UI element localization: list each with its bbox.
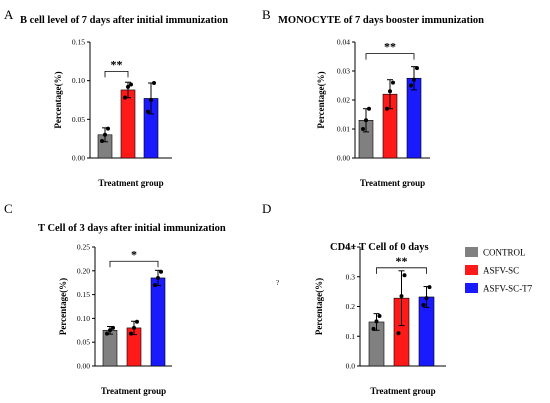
data-point — [152, 80, 156, 85]
y-axis-label: Percentage(%) — [53, 71, 63, 128]
legend-swatch — [465, 247, 478, 257]
y-tick-label: 0.2 — [346, 302, 356, 311]
chart-title: MONOCYTE of 7 days booster immunization — [278, 15, 484, 26]
x-axis-label: Treatment group — [370, 386, 435, 396]
chart-title: CD4+ T Cell of 0 days — [330, 242, 429, 253]
data-point — [367, 106, 371, 111]
legend: CONTROL ASFV-SC ASFV-SC-T7 — [465, 247, 533, 294]
data-point — [412, 77, 416, 82]
data-point — [371, 326, 376, 331]
significance-label: * — [131, 247, 137, 261]
panel-d: D CD4+ T Cell of 0 days 0.0 0.1 0.2 0.3 0.4 Per… — [262, 201, 446, 396]
significance-bracket — [365, 53, 415, 60]
significance-bracket — [376, 267, 427, 274]
y-axis-label: Percentage(%) — [316, 71, 326, 128]
data-point — [421, 303, 426, 308]
panel-letter: B — [262, 7, 271, 22]
y-tick-label: 0.00 — [72, 154, 85, 163]
y-tick-label: 0.10 — [72, 76, 85, 85]
data-point — [377, 314, 382, 319]
bar-asfv-sc-t7 — [150, 277, 166, 367]
panel-c: C T Cell of 3 days after initial immuniza… — [4, 201, 226, 396]
y-axis-label: Percentage(%) — [314, 278, 324, 335]
bar-control — [102, 329, 118, 367]
panel-a: A B cell level of 7 days after initial im… — [4, 7, 228, 188]
data-point — [123, 95, 127, 100]
y-tick-label: 0.15 — [77, 290, 90, 299]
y-axis-label: Percentage(%) — [58, 278, 68, 335]
y-tick-label: 0.04 — [337, 38, 350, 47]
chart-title: B cell level of 7 days after initial imm… — [20, 15, 228, 26]
legend-swatch — [465, 283, 478, 293]
panel-letter: C — [4, 201, 13, 216]
x-axis-label: Treatment group — [101, 386, 166, 396]
data-point — [129, 331, 133, 336]
data-point — [135, 319, 139, 324]
data-point — [105, 331, 109, 336]
legend-label: CONTROL — [483, 248, 526, 258]
panel-letter: D — [262, 201, 271, 216]
y-tick-label: 0.20 — [77, 266, 90, 275]
data-point — [385, 106, 389, 111]
panels: A B cell level of 7 days after initial im… — [4, 7, 484, 396]
data-point — [153, 283, 157, 288]
data-point — [106, 126, 110, 131]
data-point — [399, 294, 404, 299]
data-point — [132, 325, 136, 330]
y-tick-label: 0.02 — [337, 96, 350, 105]
data-point — [409, 83, 413, 88]
significance-bracket — [104, 70, 129, 78]
y-tick-label: 0.00 — [337, 154, 350, 163]
data-point — [103, 132, 107, 137]
legend-label: ASFV-SC — [483, 266, 519, 276]
significance-bracket — [109, 260, 159, 268]
data-point — [415, 66, 419, 71]
y-tick-label: 0.25 — [77, 243, 90, 252]
x-axis-label: Treatment group — [98, 178, 163, 188]
data-point — [424, 296, 429, 301]
chart-title: T Cell of 3 days after initial immunizat… — [38, 223, 226, 234]
y-tick-label: 0.0 — [346, 362, 356, 371]
data-point — [396, 331, 401, 336]
y-tick-label: 0.05 — [72, 115, 85, 124]
data-point — [374, 319, 379, 324]
data-point — [402, 273, 407, 278]
y-tick-label: 0.4 — [346, 243, 356, 252]
significance-label: ** — [111, 57, 123, 71]
panel-letter: A — [4, 7, 14, 22]
y-tick-label: 0.05 — [77, 338, 90, 347]
y-tick-label: 0.03 — [337, 67, 350, 76]
data-point — [129, 82, 133, 87]
bar-asfv-sc — [120, 89, 136, 159]
significance-label: ** — [396, 254, 408, 268]
stray-mark: ? — [276, 279, 279, 287]
legend-swatch — [465, 265, 478, 275]
data-point — [149, 98, 153, 102]
data-point — [361, 127, 365, 131]
y-tick-label: 0.15 — [72, 38, 85, 47]
y-tick-label: 0.10 — [77, 314, 90, 323]
y-tick-label: 0.1 — [346, 332, 356, 341]
x-axis-label: Treatment group — [360, 178, 425, 188]
y-tick-label: 0.01 — [337, 125, 350, 134]
data-point — [427, 285, 432, 290]
data-point — [156, 275, 160, 280]
panel-b: B MONOCYTE of 7 days booster immunization… — [262, 7, 484, 188]
data-point — [388, 89, 392, 94]
data-point — [364, 118, 368, 123]
data-point — [146, 109, 150, 114]
data-point — [111, 325, 115, 330]
legend-label: ASFV-SC-T7 — [483, 284, 533, 294]
data-point — [100, 138, 104, 143]
data-point — [159, 269, 163, 274]
data-point — [391, 80, 395, 85]
significance-label: ** — [384, 40, 396, 54]
data-point — [126, 84, 130, 89]
y-tick-label: 0.3 — [346, 272, 356, 281]
y-tick-label: 0.00 — [77, 362, 90, 371]
data-point — [108, 328, 112, 333]
